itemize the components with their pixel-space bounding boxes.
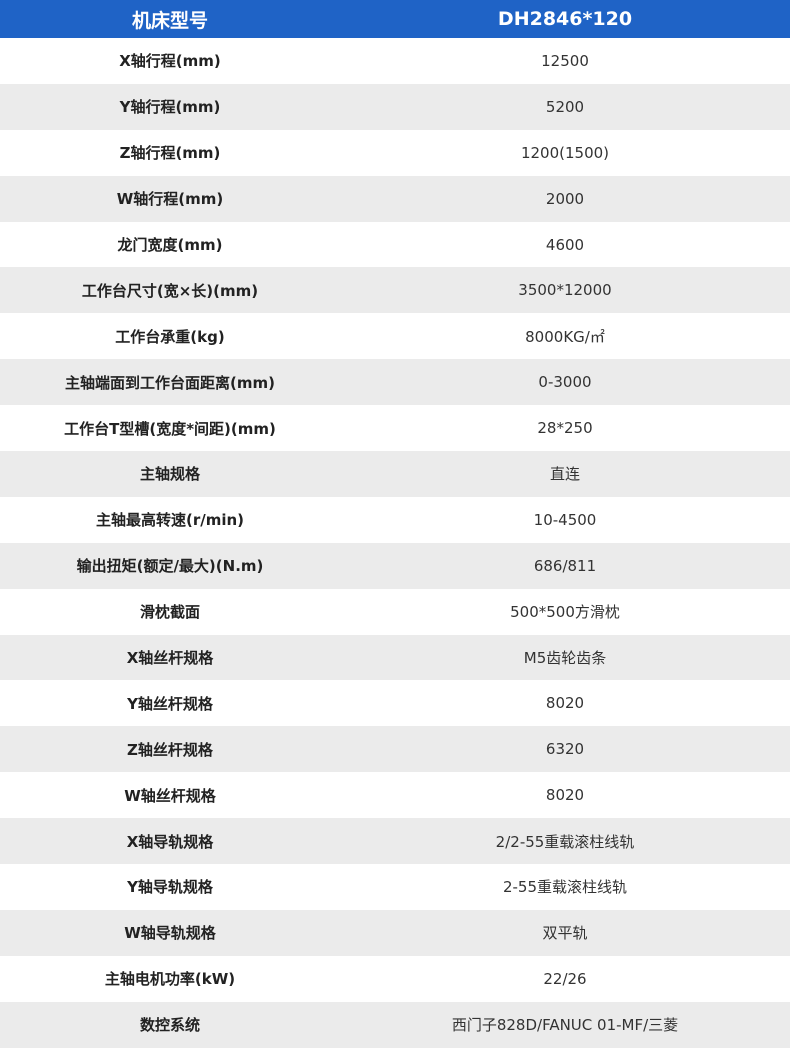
spec-value: 0-3000 (340, 359, 790, 406)
spec-row: 工作台尺寸(宽×长)(mm) 3500*12000 (0, 267, 790, 314)
spec-value: 西门子828D/FANUC 01-MF/三菱 (340, 1001, 790, 1048)
spec-name: Y轴丝杆规格 (127, 694, 213, 713)
spec-row: Y轴丝杆规格 8020 (0, 680, 790, 726)
spec-row: 主轴端面到工作台面距离(mm) 0-3000 (0, 359, 790, 406)
spec-value: 12500 (541, 51, 589, 70)
spec-name: Y轴行程(mm) (0, 83, 340, 130)
spec-name: 数控系统 (0, 1001, 340, 1048)
spec-row: 主轴最高转速(r/min) 10-4500 (0, 497, 790, 543)
header-row: 机床型号 DH2846*120 (0, 0, 790, 38)
spec-row: 滑枕截面 500*500方滑枕 (0, 589, 790, 635)
spec-name: W轴导轨规格 (0, 909, 340, 956)
spec-name: 主轴最高转速(r/min) (95, 511, 245, 530)
spec-name: Z轴丝杆规格 (0, 726, 340, 773)
spec-value: 1200(1500) (520, 143, 610, 162)
spec-name: 工作台尺寸(宽×长)(mm) (0, 267, 340, 314)
spec-row: W轴行程(mm) 2000 (0, 175, 790, 222)
header-cell: 机床型号 (0, 0, 340, 38)
spec-name: X轴导轨规格 (0, 818, 340, 865)
spec-name: 主轴端面到工作台面距离(mm) (0, 359, 340, 406)
spec-name: 工作台承重(kg) (115, 327, 225, 346)
spec-row: X轴丝杆规格 M5齿轮齿条 (0, 634, 790, 681)
spec-value: 8020 (545, 786, 585, 805)
spec-row: 数控系统 西门子828D/FANUC 01-MF/三菱 (0, 1001, 790, 1048)
spec-value: 3500*12000 (340, 267, 790, 314)
spec-name: X轴丝杆规格 (0, 634, 340, 681)
spec-name: X轴行程(mm) (119, 52, 221, 71)
spec-name: 输出扭矩(额定/最大)(N.m) (0, 542, 340, 589)
header-cell: DH2846*120 (340, 0, 790, 38)
spec-value: 6320 (340, 726, 790, 773)
spec-name: 工作台T型槽(宽度*间距)(mm) (64, 419, 276, 438)
spec-row: Z轴行程(mm) 1200(1500) (0, 130, 790, 176)
spec-row: 主轴电机功率(kW) 22/26 (0, 956, 790, 1002)
spec-value: 双平轨 (340, 909, 790, 956)
spec-value: 686/811 (340, 542, 790, 589)
spec-row: Y轴导轨规格 2-55重载滚柱线轨 (0, 864, 790, 910)
spec-row: X轴行程(mm) 12500 (0, 38, 790, 84)
spec-row: Y轴行程(mm) 5200 (0, 83, 790, 130)
spec-value: 4600 (545, 235, 585, 254)
spec-value: 28*250 (537, 419, 593, 438)
spec-row: 工作台承重(kg) 8000KG/㎡ (0, 313, 790, 359)
spec-name: 龙门宽度(mm) (117, 236, 223, 254)
spec-row: 主轴规格 直连 (0, 451, 790, 497)
spec-value: 直连 (340, 451, 790, 497)
spec-name: W轴丝杆规格 (124, 786, 216, 805)
spec-name: W轴行程(mm) (0, 175, 340, 222)
spec-value: 2/2-55重载滚柱线轨 (340, 818, 790, 865)
spec-name: Z轴行程(mm) (119, 144, 221, 163)
spec-row: 工作台T型槽(宽度*间距)(mm) 28*250 (0, 405, 790, 451)
spec-value: 5200 (340, 83, 790, 130)
spec-value: 2-55重载滚柱线轨 (502, 878, 628, 897)
spec-row: W轴导轨规格 双平轨 (0, 909, 790, 956)
spec-value: 500*500方滑枕 (510, 603, 620, 622)
spec-row: Z轴丝杆规格 6320 (0, 726, 790, 773)
spec-value: 2000 (340, 175, 790, 222)
spec-name: 滑枕截面 (139, 603, 200, 622)
spec-value: 8000KG/㎡ (525, 327, 605, 346)
spec-row: 输出扭矩(额定/最大)(N.m) 686/811 (0, 542, 790, 589)
spec-value: M5齿轮齿条 (340, 634, 790, 681)
spec-name: Y轴导轨规格 (127, 878, 213, 897)
spec-row: 龙门宽度(mm) 4600 (0, 222, 790, 268)
spec-value: 10-4500 (533, 510, 597, 529)
spec-name: 主轴规格 (0, 451, 340, 497)
spec-row: X轴导轨规格 2/2-55重载滚柱线轨 (0, 818, 790, 865)
spec-value: 22/26 (543, 969, 587, 988)
spec-value: 8020 (545, 694, 585, 713)
spec-row: W轴丝杆规格 8020 (0, 772, 790, 818)
spec-name: 主轴电机功率(kW) (104, 970, 236, 989)
